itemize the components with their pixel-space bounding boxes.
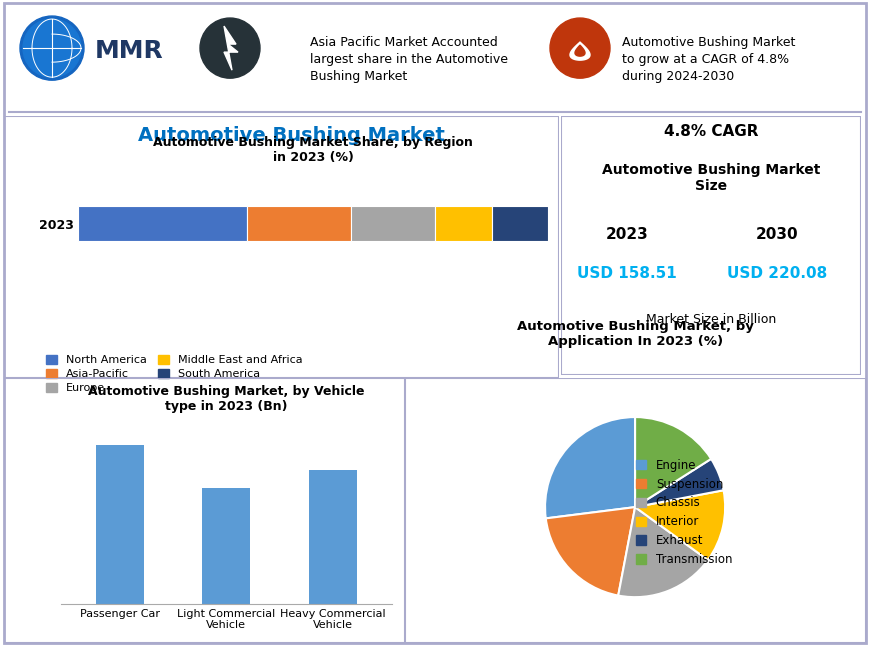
Bar	[308, 470, 356, 604]
Polygon shape	[223, 26, 238, 70]
Wedge shape	[618, 507, 707, 597]
Text: 4.8% CAGR: 4.8% CAGR	[663, 124, 758, 139]
Text: USD 220.08: USD 220.08	[726, 266, 826, 281]
Bar	[202, 488, 250, 604]
Bar	[78, 206, 247, 241]
Wedge shape	[545, 507, 634, 596]
Text: Automotive Bushing Market
to grow at a CAGR of 4.8%
during 2024-2030: Automotive Bushing Market to grow at a C…	[621, 36, 794, 83]
Bar	[491, 206, 547, 241]
Polygon shape	[574, 45, 584, 56]
Text: Automotive Bushing Market: Automotive Bushing Market	[138, 126, 444, 145]
Bar	[350, 206, 434, 241]
Circle shape	[200, 18, 260, 78]
Title: Automotive Bushing Market, by
Application In 2023 (%): Automotive Bushing Market, by Applicatio…	[516, 320, 753, 348]
Wedge shape	[634, 490, 725, 560]
Wedge shape	[634, 417, 710, 507]
Text: Market Size in Billion: Market Size in Billion	[646, 313, 775, 326]
Legend: Engine, Suspension, Chassis, Interior, Exhaust, Transmission: Engine, Suspension, Chassis, Interior, E…	[635, 459, 732, 566]
Wedge shape	[544, 417, 634, 518]
Legend: North America, Asia-Pacific, Europe, Middle East and Africa, South America: North America, Asia-Pacific, Europe, Mid…	[46, 355, 302, 393]
Text: 2030: 2030	[755, 227, 798, 242]
Polygon shape	[569, 42, 589, 60]
Text: Asia Pacific Market Accounted
largest share in the Automotive
Bushing Market: Asia Pacific Market Accounted largest sh…	[309, 36, 507, 83]
Text: USD 158.51: USD 158.51	[577, 266, 676, 281]
Title: Automotive Bushing Market Share, by Region
in 2023 (%): Automotive Bushing Market Share, by Regi…	[153, 136, 473, 164]
Bar	[247, 206, 350, 241]
Circle shape	[23, 19, 81, 77]
Text: Automotive Bushing Market
Size: Automotive Bushing Market Size	[601, 163, 819, 193]
Circle shape	[20, 16, 84, 80]
Bar	[96, 445, 143, 604]
Text: 2023: 2023	[605, 227, 647, 242]
Circle shape	[549, 18, 609, 78]
Title: Automotive Bushing Market, by Vehicle
type in 2023 (Bn): Automotive Bushing Market, by Vehicle ty…	[88, 385, 364, 413]
Text: MMR: MMR	[95, 39, 163, 63]
Wedge shape	[634, 459, 723, 507]
Bar	[434, 206, 491, 241]
